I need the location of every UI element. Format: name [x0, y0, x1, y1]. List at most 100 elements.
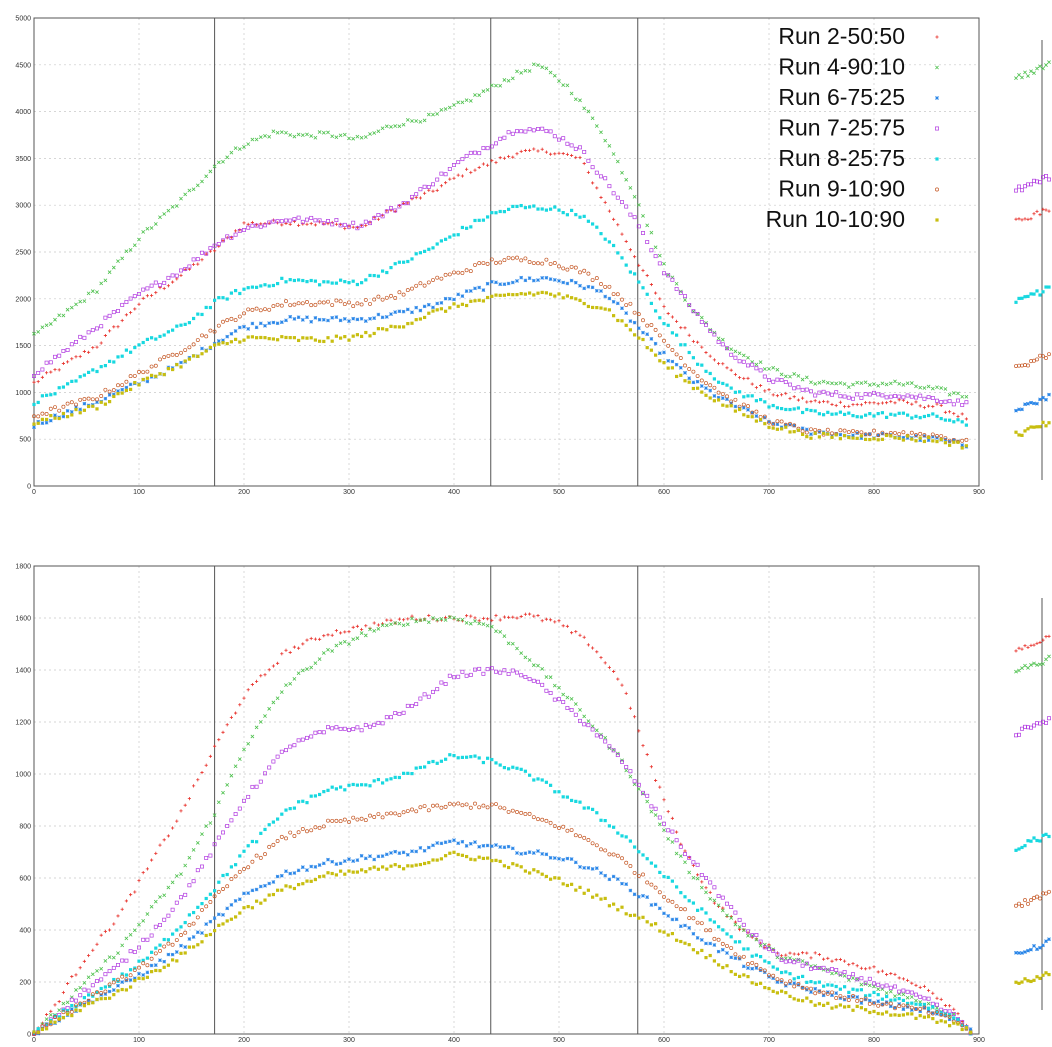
x-tick-label: 700	[763, 489, 775, 496]
data-point	[624, 204, 629, 209]
data-point	[729, 404, 733, 408]
data-point	[590, 165, 595, 170]
data-point	[191, 921, 196, 926]
data-point	[418, 862, 422, 867]
data-point	[683, 895, 687, 899]
data-point	[914, 1006, 918, 1011]
data-point	[485, 261, 490, 266]
data-point	[342, 639, 347, 644]
data-point	[662, 911, 666, 916]
data-point	[654, 778, 658, 783]
data-point	[460, 853, 464, 857]
data-point	[250, 220, 254, 225]
data-point	[553, 876, 557, 880]
data-point	[687, 303, 692, 307]
data-point	[200, 770, 204, 775]
data-point	[494, 761, 498, 765]
data-point	[549, 877, 553, 881]
data-point	[389, 324, 393, 328]
data-point	[759, 397, 763, 402]
data-point	[444, 854, 448, 858]
data-point	[120, 987, 124, 992]
data-point	[889, 399, 893, 404]
data-point	[246, 225, 251, 230]
data-point	[914, 983, 918, 987]
data-point	[897, 976, 901, 980]
data-point	[107, 982, 112, 987]
data-point	[69, 400, 74, 405]
data-point	[826, 400, 830, 404]
data-point	[666, 875, 670, 880]
data-point	[620, 200, 624, 205]
data-point	[498, 763, 502, 767]
data-point	[888, 1001, 893, 1006]
data-point	[32, 422, 36, 426]
data-point	[775, 980, 780, 984]
data-point	[36, 400, 40, 405]
data-point	[935, 1002, 939, 1007]
data-point	[1029, 725, 1033, 730]
data-point	[363, 818, 368, 823]
data-point	[826, 432, 830, 436]
data-point	[838, 381, 843, 385]
data-point	[99, 966, 104, 971]
data-point	[670, 275, 675, 280]
data-point	[82, 408, 86, 412]
data-point	[939, 1019, 943, 1023]
data-point	[271, 700, 276, 705]
data-point	[444, 181, 448, 185]
data-point	[1029, 947, 1033, 952]
data-point	[616, 318, 620, 323]
data-point	[515, 670, 519, 675]
data-point	[826, 410, 830, 414]
data-point	[422, 118, 427, 123]
data-point	[712, 959, 716, 963]
data-point	[313, 302, 318, 307]
data-point	[922, 439, 926, 444]
data-point	[859, 381, 864, 385]
data-point	[603, 294, 608, 299]
data-point	[275, 130, 280, 135]
data-point	[237, 897, 242, 902]
data-point	[590, 724, 595, 729]
data-point	[216, 323, 221, 328]
data-point	[99, 986, 103, 991]
data-point	[439, 841, 444, 846]
data-point	[666, 311, 670, 316]
data-point	[561, 857, 566, 862]
data-point	[1041, 354, 1045, 359]
data-point	[116, 259, 120, 264]
data-point	[133, 307, 137, 311]
data-point	[704, 886, 708, 890]
data-point	[158, 357, 162, 362]
data-point	[87, 350, 91, 354]
data-point	[549, 783, 553, 787]
data-point	[410, 119, 414, 123]
data-point	[238, 228, 242, 232]
data-point	[905, 381, 910, 386]
data-point	[162, 917, 167, 922]
data-point	[544, 291, 548, 295]
series-run-10-10-90	[32, 850, 973, 1034]
data-point	[334, 334, 338, 338]
data-point	[124, 899, 128, 903]
data-point	[658, 359, 662, 363]
data-point	[465, 303, 469, 308]
data-point	[830, 402, 834, 407]
data-point	[817, 400, 821, 404]
data-point	[233, 232, 238, 237]
data-point	[565, 828, 570, 833]
data-point	[700, 880, 704, 884]
data-point	[414, 618, 418, 622]
data-point	[183, 803, 187, 807]
side-series	[1014, 654, 1051, 674]
data-point	[649, 861, 653, 865]
data-point	[78, 1002, 82, 1006]
data-point	[712, 898, 717, 903]
data-point	[431, 182, 435, 187]
data-point	[473, 218, 477, 223]
data-point	[880, 1002, 885, 1007]
data-point	[595, 811, 599, 815]
data-point	[1017, 847, 1021, 851]
data-point	[111, 392, 116, 397]
